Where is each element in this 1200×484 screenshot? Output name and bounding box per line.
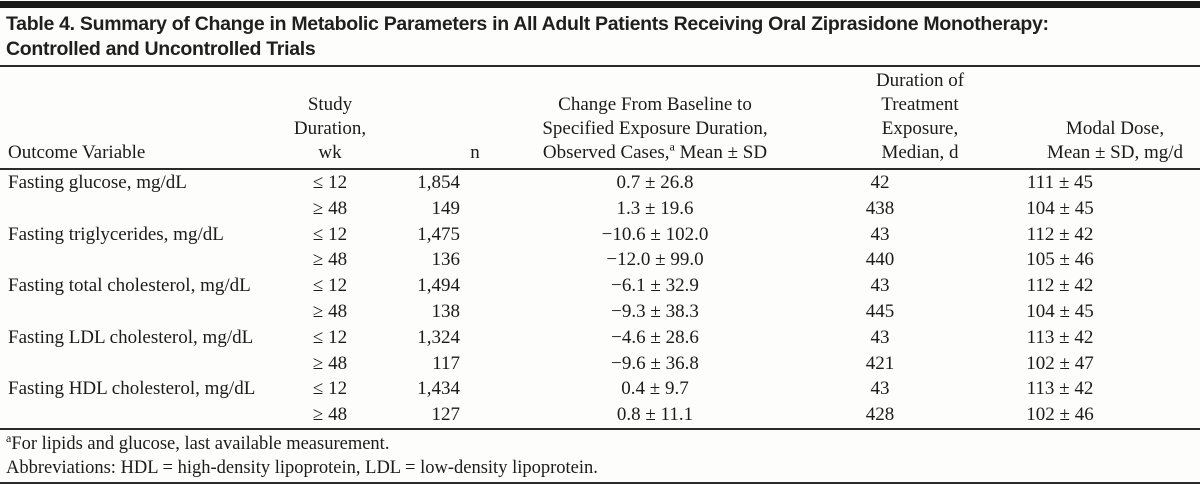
table-row: ≥ 48 138 −9.3 ± 38.3 445 104 ± 45 (0, 299, 1200, 325)
header-row: Outcome Variable Study Duration, wk n Ch… (0, 67, 1200, 169)
col-header-change-from-baseline: Change From Baseline to Specified Exposur… (510, 67, 800, 169)
cell-n: 1,494 (417, 275, 460, 297)
cell-dose: 113 ± 42 (1026, 326, 1094, 348)
cell-dose: 105 ± 46 (1026, 249, 1094, 271)
change-header-line2: Specified Exposure Duration, (542, 118, 768, 139)
cell-exposure: 43 (870, 223, 890, 245)
change-header-line3: Observed Cases, (542, 142, 670, 163)
col-header-n: n (470, 142, 480, 163)
cell-change: −12.0 ± 99.0 (606, 249, 704, 271)
cell-exposure: 421 (865, 352, 895, 374)
table-row: ≥ 48 127 0.8 ± 11.1 428 102 ± 46 (0, 402, 1200, 428)
cell-exposure: 445 (865, 300, 895, 322)
cell-study-duration: ≥ 48 (312, 300, 348, 322)
cell-dose: 113 ± 42 (1026, 378, 1094, 400)
outcome-variable-empty (0, 351, 280, 377)
cell-change: 1.3 ± 19.6 (616, 197, 694, 219)
top-rule (0, 1, 1200, 8)
table-row: ≥ 48 117 −9.6 ± 36.8 421 102 ± 47 (0, 351, 1200, 377)
outcome-variable: Fasting LDL cholesterol, mg/dL (8, 326, 254, 348)
cell-exposure: 428 (865, 404, 895, 426)
cell-change: 0.7 ± 26.8 (616, 172, 694, 193)
cell-change: −10.6 ± 102.0 (601, 223, 709, 245)
col-header-treatment-exposure: Duration of Treatment Exposure, Median, … (875, 70, 965, 163)
table-title: Table 4. Summary of Change in Metabolic … (0, 8, 1200, 67)
cell-n: 136 (431, 249, 461, 271)
col-header-outcome-variable: Outcome Variable (8, 142, 146, 163)
cell-dose: 104 ± 45 (1026, 300, 1094, 322)
outcome-variable-empty (0, 402, 280, 428)
cell-dose: 104 ± 45 (1026, 197, 1094, 219)
table-body: Fasting glucose, mg/dL ≤ 12 1,854 0.7 ± … (0, 169, 1200, 428)
table-title-line2: Controlled and Uncontrolled Trials (6, 38, 316, 60)
cell-exposure: 42 (870, 172, 890, 193)
cell-exposure: 43 (870, 326, 890, 348)
metabolic-parameters-table: Outcome Variable Study Duration, wk n Ch… (0, 67, 1200, 428)
outcome-variable-empty (0, 247, 280, 273)
table-row: Fasting HDL cholesterol, mg/dL ≤ 12 1,43… (0, 376, 1200, 402)
cell-study-duration: ≥ 48 (312, 352, 348, 374)
table-header: Outcome Variable Study Duration, wk n Ch… (0, 67, 1200, 169)
table-row: Fasting glucose, mg/dL ≤ 12 1,854 0.7 ± … (0, 169, 1200, 196)
cell-change: 0.4 ± 9.7 (621, 378, 689, 400)
outcome-variable-empty (0, 196, 280, 222)
outcome-variable: Fasting glucose, mg/dL (8, 172, 187, 193)
outcome-variable-empty (0, 299, 280, 325)
cell-n: 149 (431, 197, 461, 219)
table-row: Fasting triglycerides, mg/dL ≤ 12 1,475 … (0, 222, 1200, 248)
cell-exposure: 43 (870, 378, 890, 400)
table-row: ≥ 48 136 −12.0 ± 99.0 440 105 ± 46 (0, 247, 1200, 273)
cell-study-duration: ≤ 12 (312, 378, 348, 400)
table-row: Fasting LDL cholesterol, mg/dL ≤ 12 1,32… (0, 325, 1200, 351)
cell-exposure: 438 (865, 197, 895, 219)
cell-change: −9.3 ± 38.3 (611, 300, 699, 322)
cell-study-duration: ≥ 48 (312, 249, 348, 271)
cell-dose: 112 ± 42 (1026, 275, 1094, 297)
cell-study-duration: ≤ 12 (312, 275, 348, 297)
cell-study-duration: ≤ 12 (312, 223, 348, 245)
cell-study-duration: ≥ 48 (312, 404, 348, 426)
cell-dose: 102 ± 46 (1026, 404, 1094, 426)
cell-n: 1,854 (417, 172, 460, 193)
cell-n: 1,475 (417, 223, 460, 245)
footnote-a-text: For lipids and glucose, last available m… (11, 433, 390, 454)
cell-change: 0.8 ± 11.1 (616, 404, 694, 426)
cell-change: −4.6 ± 28.6 (611, 326, 699, 348)
change-header-line3-tail: Mean ± SD (674, 142, 768, 163)
cell-n: 1,434 (417, 378, 460, 400)
footnote-a-marker: a (6, 430, 12, 445)
table-footnotes: aFor lipids and glucose, last available … (0, 427, 1200, 484)
cell-study-duration: ≤ 12 (312, 326, 348, 348)
outcome-variable: Fasting total cholesterol, mg/dL (8, 275, 251, 297)
cell-dose: 111 ± 45 (1026, 172, 1094, 193)
footnote-a: aFor lipids and glucose, last available … (6, 432, 1192, 456)
cell-dose: 102 ± 47 (1026, 352, 1094, 374)
col-header-modal-dose: Modal Dose, Mean ± SD, mg/d (1046, 118, 1184, 163)
footnote-a-marker: a (669, 139, 675, 154)
change-header-line1: Change From Baseline to (558, 94, 752, 115)
col-header-study-duration: Study Duration, wk (293, 94, 367, 163)
footnote-abbreviations: Abbreviations: HDL = high-density lipopr… (6, 457, 598, 478)
cell-change: −6.1 ± 32.9 (611, 275, 699, 297)
cell-study-duration: ≤ 12 (312, 172, 348, 193)
cell-n: 117 (432, 352, 460, 374)
cell-study-duration: ≥ 48 (312, 197, 348, 219)
cell-dose: 112 ± 42 (1026, 223, 1094, 245)
outcome-variable: Fasting HDL cholesterol, mg/dL (8, 378, 256, 400)
cell-exposure: 440 (865, 249, 895, 271)
cell-n: 127 (431, 404, 461, 426)
table-row: Fasting total cholesterol, mg/dL ≤ 12 1,… (0, 273, 1200, 299)
table-title-line1: Table 4. Summary of Change in Metabolic … (6, 13, 1049, 35)
table-row: ≥ 48 149 1.3 ± 19.6 438 104 ± 45 (0, 196, 1200, 222)
cell-n: 138 (431, 300, 461, 322)
cell-change: −9.6 ± 36.8 (611, 352, 699, 374)
cell-exposure: 43 (870, 275, 890, 297)
cell-n: 1,324 (417, 326, 460, 348)
outcome-variable: Fasting triglycerides, mg/dL (8, 223, 224, 245)
